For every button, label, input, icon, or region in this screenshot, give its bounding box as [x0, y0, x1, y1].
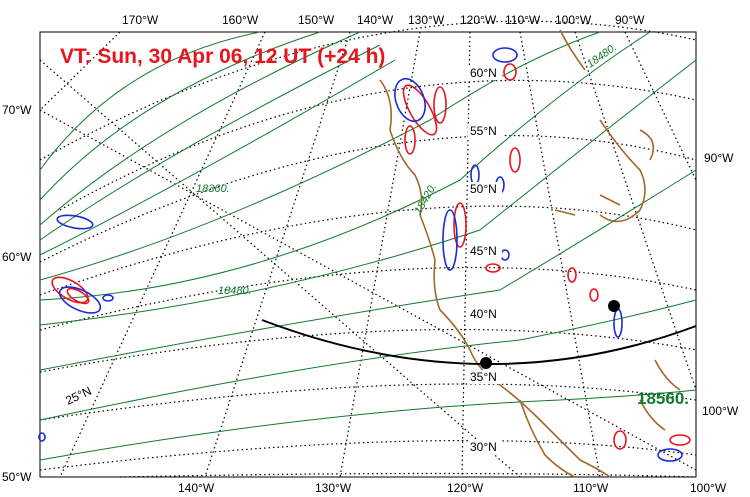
coastlines: [379, 29, 681, 478]
left-lon-label: 60°W: [2, 250, 32, 264]
track-waypoint-2: [608, 300, 620, 312]
lat-label: 30°N: [470, 440, 497, 454]
top-lon-label: 120°W: [460, 13, 497, 27]
left-lon-label: 50°W: [2, 470, 32, 484]
track-waypoint-1: [480, 357, 492, 369]
positive-contours: [51, 63, 691, 450]
height-contours: [39, 31, 697, 461]
lat-label: 35°N: [470, 370, 497, 384]
lat-label: 50°N: [470, 182, 497, 196]
latitude-labels: 60°N 55°N 50°N 45°N 40°N 35°N 30°N 25°N: [63, 66, 502, 454]
top-lon-label: 150°W: [298, 13, 335, 27]
right-lon-label: 100°W: [702, 404, 739, 418]
lat-label: 40°N: [470, 307, 497, 321]
top-lon-label: 130°W: [408, 13, 445, 27]
left-lon-label: 70°W: [2, 103, 32, 117]
top-lon-label: 90°W: [615, 13, 645, 27]
negative-contours: [38, 47, 683, 462]
bottom-lon-label: 100°W: [690, 481, 727, 495]
lat-label: 45°N: [470, 244, 497, 258]
map-frame: [39, 31, 697, 478]
top-lon-label: 110°W: [505, 13, 541, 27]
contour-label: 18360.: [196, 183, 230, 195]
top-lon-label: 100°W: [555, 13, 592, 27]
bottom-lon-label: 140°W: [178, 481, 215, 495]
top-lon-label: 140°W: [357, 13, 394, 27]
bottom-lon-label: 130°W: [315, 481, 352, 495]
top-lon-label: 160°W: [222, 13, 259, 27]
bottom-lon-label: 120°W: [447, 481, 484, 495]
contour-label: 18480.: [218, 285, 252, 297]
bottom-lon-label: 110°W: [573, 481, 609, 495]
contour-label: 18560.: [637, 389, 689, 408]
valid-time-title: VT: Sun, 30 Apr 06, 12 UT (+24 h): [60, 45, 385, 68]
lat-label: 55°N: [470, 124, 497, 138]
lat-label: 60°N: [470, 66, 497, 80]
top-lon-label: 170°W: [122, 13, 159, 27]
latitude-lines: [39, 20, 697, 478]
longitude-lines: [39, 31, 697, 478]
right-lon-label: 90°W: [704, 151, 734, 165]
